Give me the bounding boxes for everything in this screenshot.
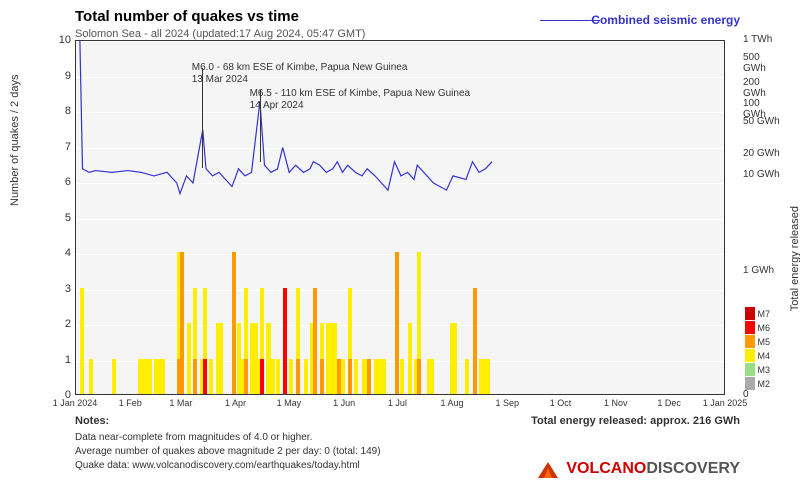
note-line: Quake data: www.volcanodiscovery.com/ear… bbox=[75, 460, 360, 471]
ytick-right: 1 GWh bbox=[743, 265, 785, 276]
logo: VOLCANODISCOVERY bbox=[534, 458, 740, 480]
annotation-line bbox=[202, 68, 203, 167]
mag-legend-item: M2 bbox=[745, 375, 770, 393]
ytick-right: 20 GWh bbox=[743, 148, 785, 159]
logo-text-1: VOLCANO bbox=[566, 460, 646, 477]
note-line: Average number of quakes above magnitude… bbox=[75, 446, 381, 457]
annotation-date: 14 Apr 2024 bbox=[250, 100, 304, 111]
mag-label: M3 bbox=[757, 365, 770, 375]
mag-label: M5 bbox=[757, 337, 770, 347]
gridline bbox=[76, 396, 724, 397]
xtick: 1 Apr bbox=[225, 398, 246, 408]
xtick: 1 Aug bbox=[440, 398, 463, 408]
annotation-line bbox=[260, 90, 261, 163]
ytick-right: 1 TWh bbox=[743, 34, 785, 45]
annotation-text: M6.5 - 110 km ESE of Kimbe, Papua New Gu… bbox=[250, 88, 470, 99]
xtick: 1 Feb bbox=[119, 398, 142, 408]
chart-title: Total number of quakes vs time bbox=[75, 8, 299, 25]
note-line: Data near-complete from magnitudes of 4.… bbox=[75, 432, 312, 443]
xtick: 1 May bbox=[277, 398, 302, 408]
ytick-left: 9 bbox=[55, 70, 71, 82]
mag-label: M2 bbox=[757, 379, 770, 389]
xtick: 1 Jan 2025 bbox=[703, 398, 748, 408]
ytick-left: 1 bbox=[55, 354, 71, 366]
xtick: 1 Dec bbox=[657, 398, 681, 408]
xtick: 1 Mar bbox=[169, 398, 192, 408]
volcano-icon bbox=[534, 458, 562, 480]
xtick: 1 Sep bbox=[495, 398, 519, 408]
ytick-left: 4 bbox=[55, 247, 71, 259]
mag-label: M7 bbox=[757, 309, 770, 319]
ytick-left: 6 bbox=[55, 176, 71, 188]
chart-container: Total number of quakes vs time Solomon S… bbox=[0, 0, 800, 500]
ytick-right: 200 GWh bbox=[743, 77, 785, 99]
ytick-left: 10 bbox=[55, 34, 71, 46]
ytick-left: 3 bbox=[55, 283, 71, 295]
y-axis-right-label: Total energy released bbox=[789, 206, 800, 311]
xtick: 1 Jul bbox=[388, 398, 407, 408]
ytick-left: 8 bbox=[55, 105, 71, 117]
notes-header: Notes: bbox=[75, 415, 109, 427]
y-axis-left-label: Number of quakes / 2 days bbox=[9, 75, 21, 206]
ytick-right: 10 GWh bbox=[743, 169, 785, 180]
legend-label: Combined seismic energy bbox=[591, 13, 740, 27]
chart-subtitle: Solomon Sea - all 2024 (updated:17 Aug 2… bbox=[75, 28, 365, 40]
xtick: 1 Oct bbox=[550, 398, 572, 408]
annotation-text: M6.0 - 68 km ESE of Kimbe, Papua New Gui… bbox=[192, 62, 408, 73]
ytick-left: 2 bbox=[55, 318, 71, 330]
ytick-right: 500 GWh bbox=[743, 52, 785, 74]
mag-color-box bbox=[745, 377, 755, 390]
mag-label: M4 bbox=[757, 351, 770, 361]
total-energy: Total energy released: approx. 216 GWh bbox=[531, 415, 740, 427]
xtick: 1 Nov bbox=[604, 398, 628, 408]
ytick-left: 7 bbox=[55, 141, 71, 153]
ytick-left: 5 bbox=[55, 212, 71, 224]
ytick-right: 100 GWh bbox=[743, 98, 785, 120]
annotation-date: 13 Mar 2024 bbox=[192, 74, 248, 85]
xtick: 1 Jan 2024 bbox=[53, 398, 98, 408]
logo-text-2: DISCOVERY bbox=[646, 460, 740, 477]
xtick: 1 Jun bbox=[333, 398, 355, 408]
mag-label: M6 bbox=[757, 323, 770, 333]
